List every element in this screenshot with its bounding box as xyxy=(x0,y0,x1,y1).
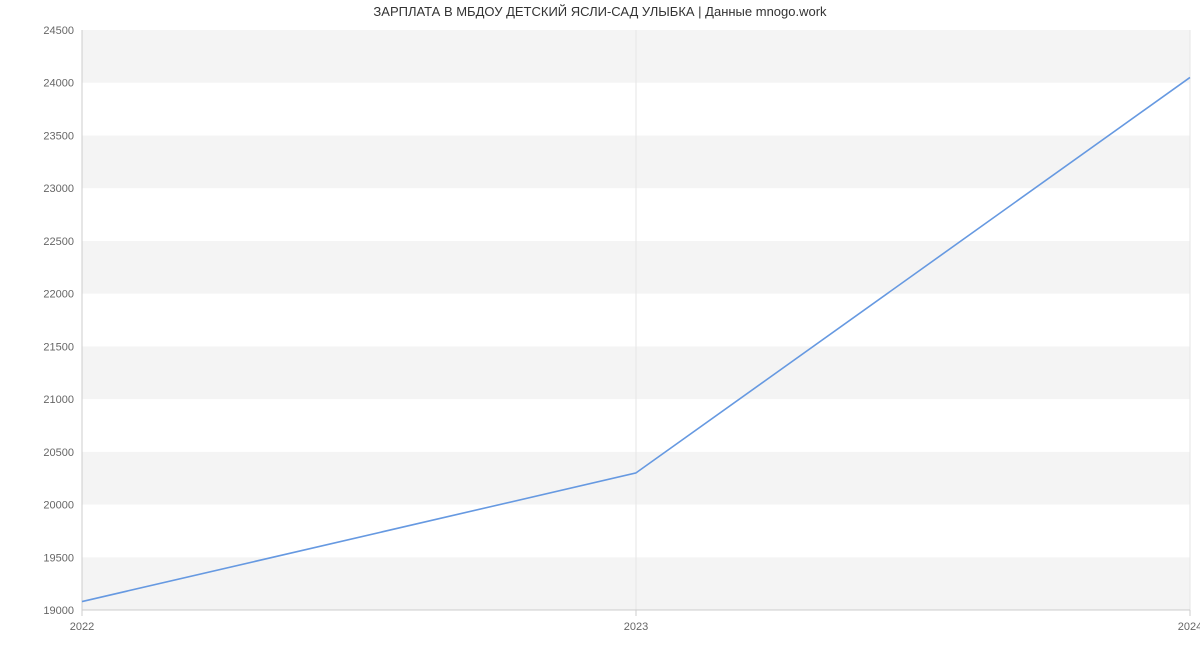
y-tick-label: 22500 xyxy=(43,236,74,248)
x-tick-label: 2023 xyxy=(624,621,648,633)
y-tick-label: 20500 xyxy=(43,447,74,459)
salary-line-chart: 19000 19500 20000 20500 21000 21500 22000 22500… xyxy=(0,0,1200,650)
y-tick-label: 21000 xyxy=(43,394,74,406)
y-tick-label: 24500 xyxy=(43,25,74,37)
x-tick-label: 2024 xyxy=(1178,621,1200,633)
y-tick-label: 23000 xyxy=(43,183,74,195)
y-tick-label: 21500 xyxy=(43,341,74,353)
y-tick-label: 22000 xyxy=(43,289,74,301)
chart-title: ЗАРПЛАТА В МБДОУ ДЕТСКИЙ ЯСЛИ-САД УЛЫБКА… xyxy=(373,4,827,19)
y-tick-label: 19500 xyxy=(43,552,74,564)
y-tick-label: 20000 xyxy=(43,500,74,512)
chart-svg: 19000 19500 20000 20500 21000 21500 22000 22500… xyxy=(0,0,1200,650)
y-tick-label: 24000 xyxy=(43,78,74,90)
x-tick-label: 2022 xyxy=(70,621,94,633)
y-tick-label: 23500 xyxy=(43,130,74,142)
y-tick-label: 19000 xyxy=(43,605,74,617)
